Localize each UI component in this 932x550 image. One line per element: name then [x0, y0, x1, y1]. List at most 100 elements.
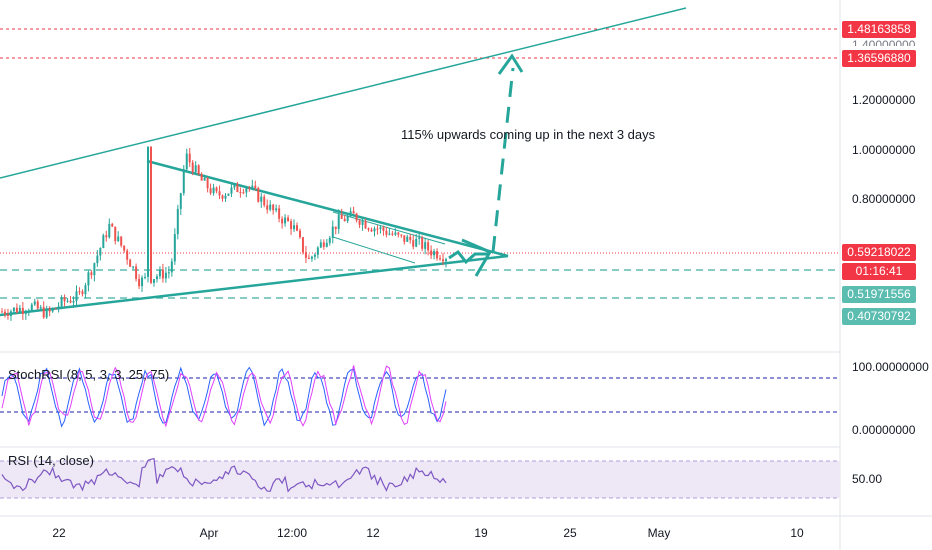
- candle-body: [57, 306, 60, 309]
- candle-body: [415, 238, 418, 247]
- rsi-label[interactable]: RSI (14, close): [8, 453, 94, 468]
- candle-body: [298, 230, 301, 238]
- y-tick-0-8: 0.80000000: [852, 192, 916, 206]
- candle-body: [328, 237, 331, 243]
- candle-body: [218, 191, 221, 196]
- small-channel-top[interactable]: [332, 211, 446, 245]
- candle-body: [135, 266, 138, 279]
- candle-body: [87, 272, 90, 286]
- candle-body: [343, 218, 346, 222]
- candle-body: [42, 307, 45, 318]
- candle-body: [221, 195, 224, 199]
- stoch-tick-100: 100.00000000: [852, 360, 929, 374]
- candle-body: [185, 153, 188, 170]
- candle-body: [239, 192, 242, 194]
- x-tick-19: 19: [474, 526, 488, 540]
- candle-body: [188, 153, 191, 163]
- candle-body: [385, 230, 388, 235]
- candle-body: [1, 311, 3, 313]
- candle-body: [278, 208, 281, 219]
- candle-body: [75, 291, 78, 302]
- candle-body: [424, 242, 427, 249]
- candle-body: [331, 226, 334, 238]
- candle-body: [242, 192, 245, 194]
- candle-body: [126, 250, 129, 260]
- candle-body: [179, 193, 182, 209]
- candle-body: [138, 278, 141, 287]
- x-tick-12: 12: [366, 526, 380, 540]
- candle-body: [284, 217, 287, 224]
- candle-body: [84, 285, 87, 295]
- candle-body: [51, 308, 54, 312]
- candle-body: [63, 297, 66, 302]
- candle-body: [144, 276, 147, 278]
- candle-body: [319, 242, 322, 248]
- upper-channel-trendline[interactable]: [0, 7, 687, 179]
- triangle-upper-line[interactable]: [146, 159, 509, 258]
- candle-body: [117, 236, 120, 242]
- candlestick-series[interactable]: [1, 146, 447, 321]
- candle-body: [355, 213, 358, 221]
- candle-body: [394, 232, 397, 235]
- candle-body: [158, 269, 161, 277]
- candle-body: [206, 178, 209, 189]
- candle-body: [9, 311, 12, 316]
- candle-body: [412, 240, 415, 247]
- candle-body: [45, 308, 48, 318]
- candle-body: [182, 169, 185, 194]
- candle-body: [352, 211, 355, 214]
- candle-body: [245, 187, 248, 193]
- candle-body: [15, 307, 18, 313]
- candle-body: [373, 228, 376, 232]
- candle-body: [99, 248, 102, 256]
- candle-body: [296, 225, 299, 231]
- stochrsi-label[interactable]: StochRSI (8, 5, 3, 3, 25, 75): [8, 367, 170, 382]
- candle-body: [391, 233, 394, 235]
- candle-body: [316, 247, 319, 255]
- rsi-band: [0, 461, 840, 498]
- candle-body: [257, 187, 260, 202]
- candle-body: [30, 304, 33, 312]
- x-tick-apr: Apr: [199, 526, 219, 540]
- candle-body: [376, 228, 379, 230]
- candle-body: [111, 223, 114, 227]
- candle-body: [436, 251, 439, 259]
- candle-body: [370, 229, 373, 232]
- candle-body: [227, 193, 230, 196]
- projection-arrowhead: [497, 53, 524, 75]
- x-tick-10: 10: [790, 526, 804, 540]
- candle-body: [254, 185, 257, 188]
- candle-body: [334, 226, 337, 229]
- projection-dashed-arrow: [491, 67, 515, 253]
- candle-body: [161, 269, 164, 279]
- candle-body: [27, 311, 30, 313]
- candle-body: [301, 237, 304, 253]
- candle-body: [409, 236, 412, 241]
- candle-body: [346, 216, 349, 222]
- candle-body: [310, 256, 313, 259]
- candle-body: [72, 301, 75, 303]
- candle-body: [307, 257, 310, 259]
- small-channel-bottom[interactable]: [332, 236, 416, 264]
- triangle-lower-line[interactable]: [0, 254, 509, 317]
- candle-body: [290, 221, 293, 230]
- chart-annotation[interactable]: 115% upwards coming up in the next 3 day…: [401, 127, 656, 142]
- candle-body: [39, 307, 42, 309]
- candle-body: [36, 301, 39, 309]
- candle-body: [102, 235, 105, 249]
- candle-body: [275, 208, 278, 211]
- candle-body: [48, 308, 51, 312]
- candle-body: [439, 258, 442, 260]
- candle-body: [358, 220, 361, 225]
- candle-body: [170, 261, 173, 273]
- candle-body: [322, 242, 325, 247]
- candle-body: [197, 165, 200, 175]
- candle-body: [105, 235, 108, 238]
- candle-body: [304, 252, 307, 258]
- candle-body: [167, 272, 170, 274]
- candle-body: [382, 227, 385, 231]
- candle-body: [421, 237, 424, 249]
- candle-body: [406, 236, 409, 242]
- candle-body: [337, 214, 340, 229]
